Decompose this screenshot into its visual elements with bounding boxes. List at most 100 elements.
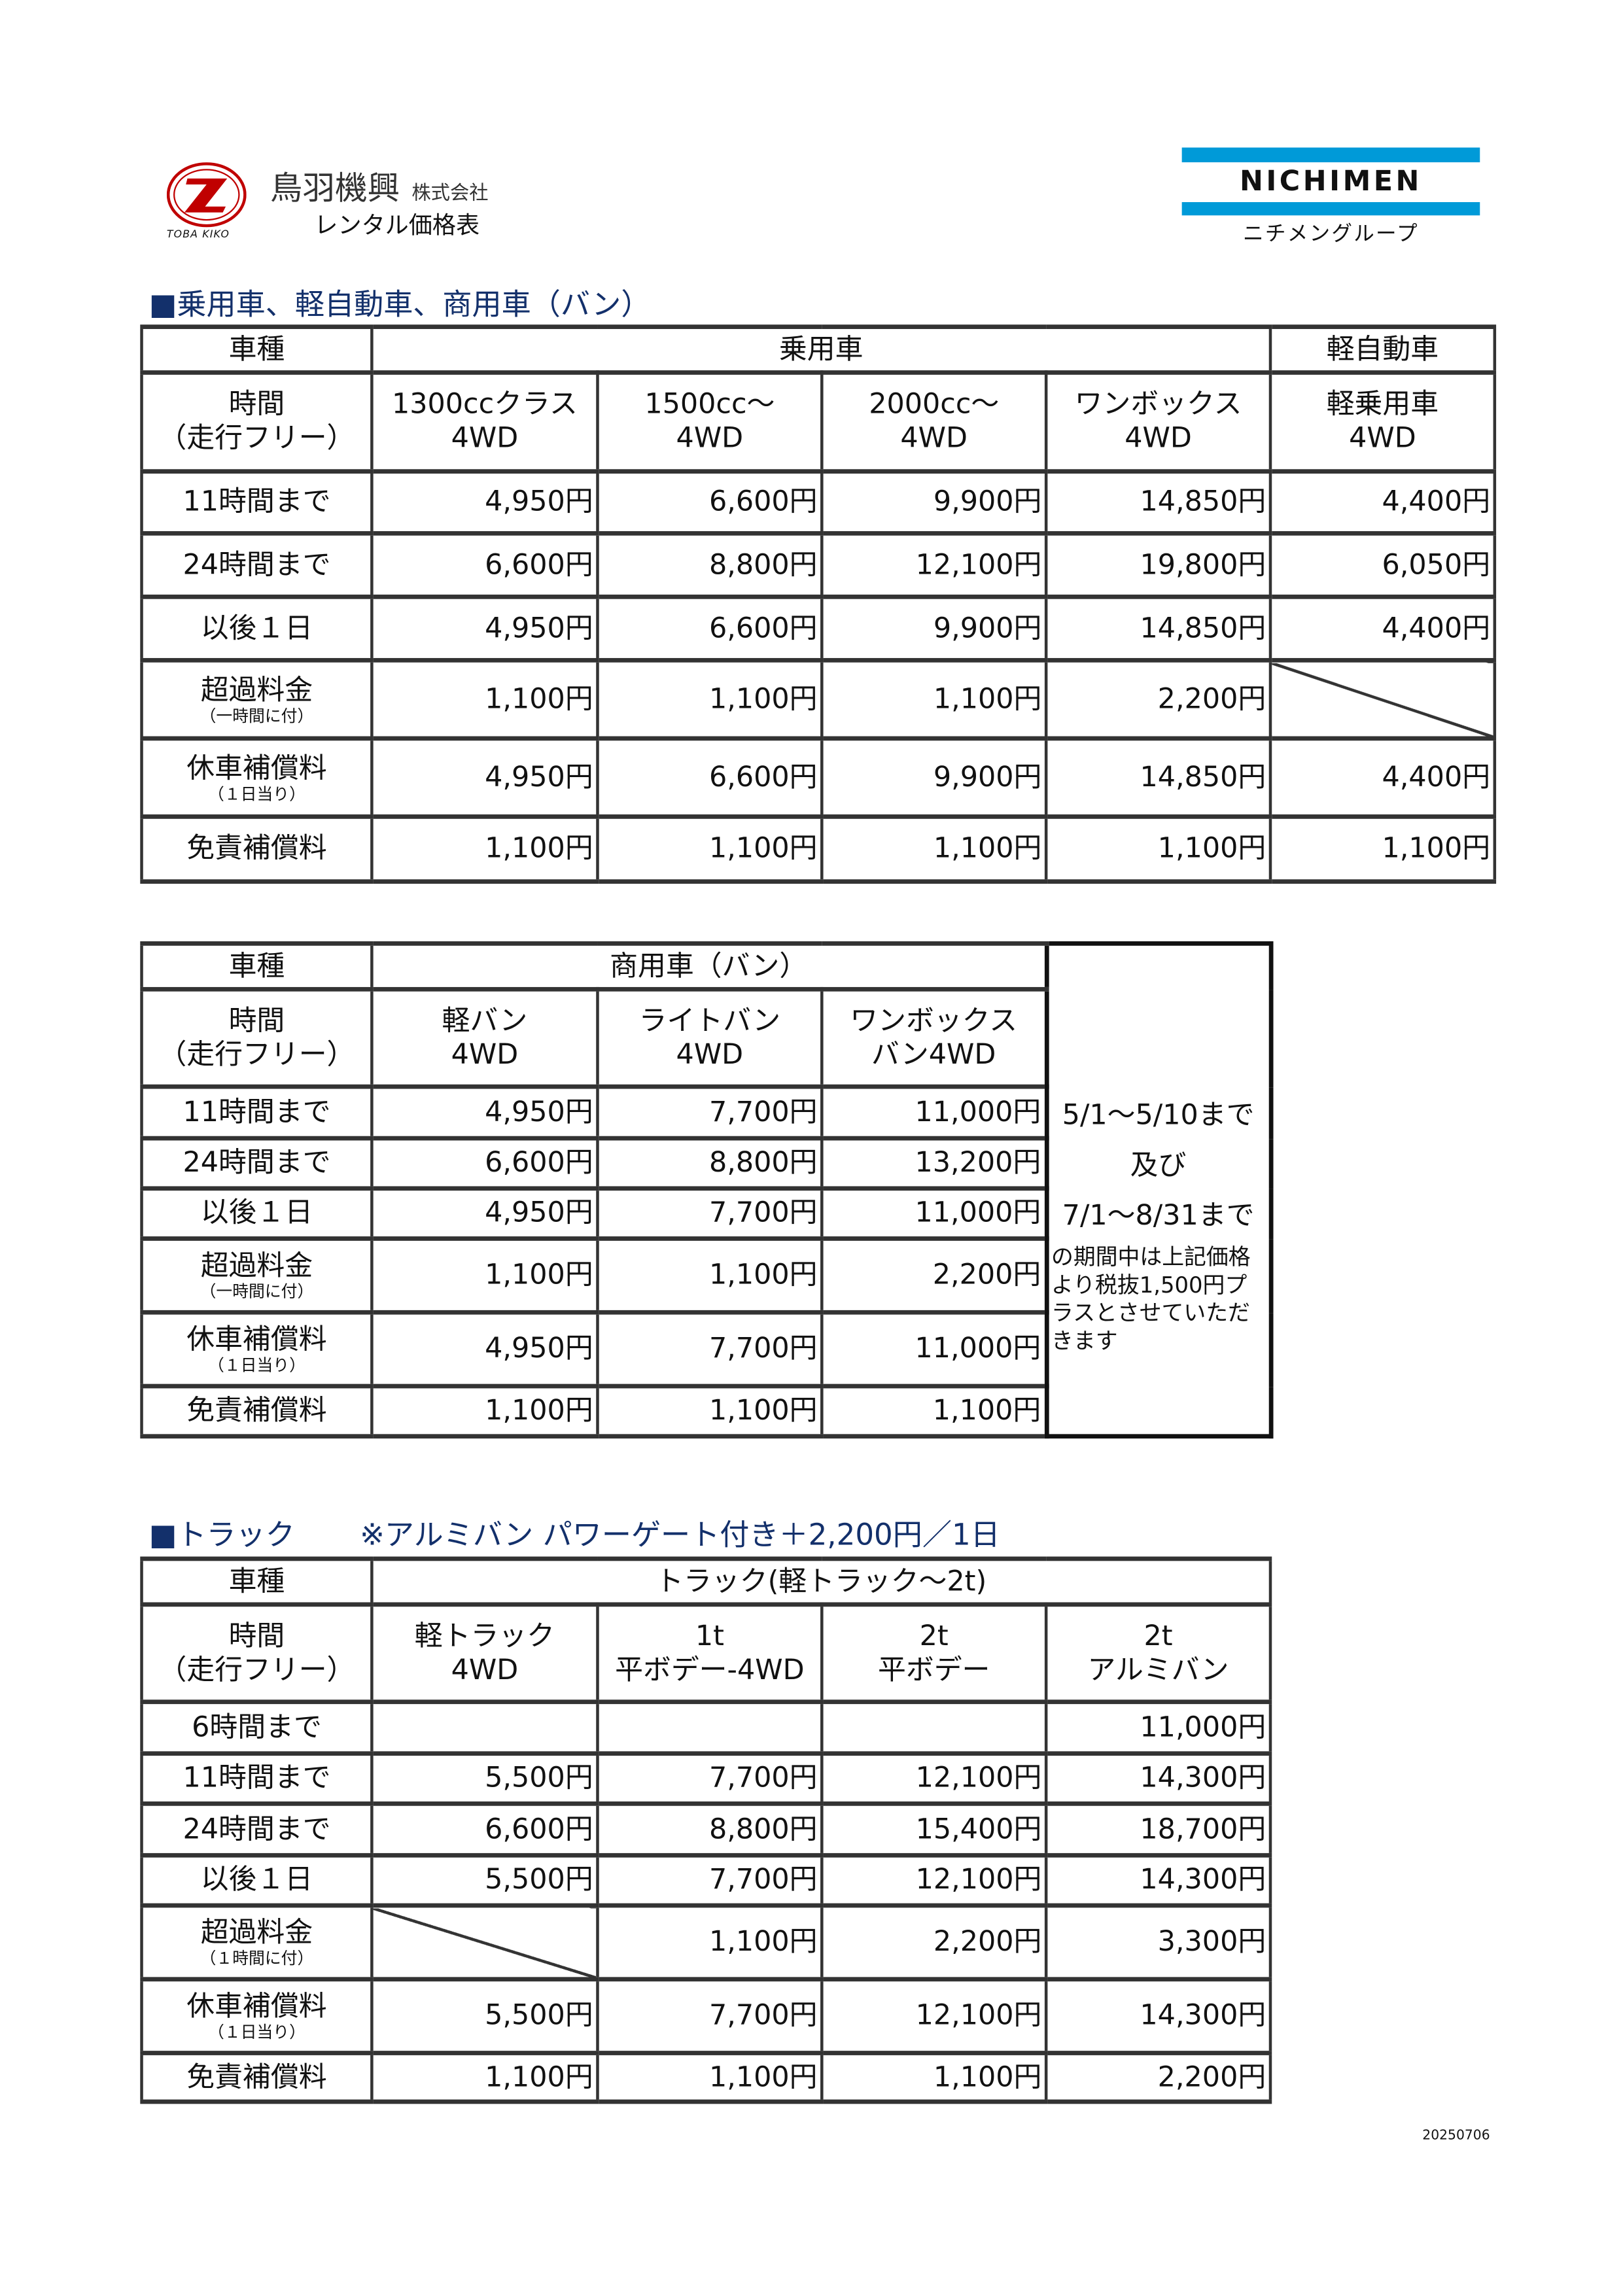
partner-name: NICHIMEN: [1239, 165, 1422, 198]
table-row: 以後１日 4,950円 7,700円 11,000円: [140, 1186, 1270, 1241]
column-header-line: 1500cc～: [644, 388, 775, 421]
price-cell: 3,300円: [1044, 1903, 1272, 1982]
price-cell: 1,100円: [596, 814, 824, 884]
note-period-line: 7/1～8/31まで: [1062, 1199, 1255, 1232]
row-label-sub: （一時間に付）: [200, 706, 314, 725]
column-header-cell: 1t 平ボデー-4WD: [596, 1602, 824, 1705]
price-cell: [370, 1699, 599, 1756]
column-header-cell: 時間 （走行フリー）: [140, 1602, 374, 1705]
price-cell: 1,100円: [596, 1383, 824, 1439]
row-label: 11時間まで: [140, 1084, 374, 1141]
row-label: 超過料金 （１時間に付）: [140, 1903, 374, 1982]
price-cell: 1,100円: [370, 657, 599, 741]
column-header-line: ライトバン: [638, 1003, 781, 1037]
price-cell: 4,950円: [370, 469, 599, 536]
column-header-cell: ワンボックス 4WD: [1044, 370, 1272, 474]
row-label-sub: （１日当り）: [208, 1355, 305, 1376]
price-cell: 2,200円: [1044, 657, 1272, 741]
price-cell: 8,800円: [596, 1801, 824, 1858]
price-cell: 6,600円: [596, 736, 824, 819]
price-cell: 5,500円: [370, 1977, 599, 2055]
table-row: 11時間まで 4,950円 7,700円 11,000円: [140, 1084, 1270, 1141]
column-header-line: 2t: [1143, 1619, 1173, 1652]
row-label-text: 11時間まで: [183, 1095, 331, 1128]
price-cell: 12,100円: [820, 1751, 1048, 1806]
column-header-line: 4WD: [900, 422, 968, 455]
column-header-cell: 2000cc～ 4WD: [820, 370, 1048, 474]
column-header-line: 4WD: [676, 422, 744, 455]
price-cell: [596, 1699, 824, 1756]
group-header-cell: 軽自動車: [1268, 324, 1497, 375]
column-header-line: 1300ccクラス: [391, 388, 578, 421]
price-cell: 6,600円: [370, 1801, 599, 1858]
price-cell: 4,400円: [1268, 469, 1497, 536]
row-label: 超過料金 （一時間に付）: [140, 1236, 374, 1315]
row-label-text: 免責補償料: [186, 2060, 327, 2093]
price-cell: 7,700円: [596, 1186, 824, 1241]
column-header-line: 4WD: [1349, 422, 1416, 455]
price-cell: 5,500円: [370, 1751, 599, 1806]
price-cell: 2,200円: [820, 1903, 1048, 1982]
column-header-line: 4WD: [451, 422, 519, 455]
logo-bar-top: [1181, 147, 1480, 163]
price-cell: 9,900円: [820, 736, 1048, 819]
table-row: 免責補償料 1,100円 1,100円 1,100円: [140, 1383, 1270, 1439]
price-cell: 1,100円: [820, 1383, 1048, 1439]
price-cell: 1,100円: [596, 2051, 824, 2104]
price-cell: 7,700円: [596, 1852, 824, 1908]
column-header-line: 軽乗用車: [1326, 388, 1439, 421]
price-cell: 6,600円: [596, 469, 824, 536]
price-cell: 1,100円: [370, 1383, 599, 1439]
row-label: 免責補償料: [140, 1383, 374, 1439]
price-cell: 2,200円: [1044, 2051, 1272, 2104]
row-label-text: 休車補償料: [186, 1990, 327, 2023]
column-header-line: 1t: [695, 1619, 724, 1652]
row-label-text: 11時間まで: [183, 1762, 331, 1794]
row-label: 以後１日: [140, 1852, 374, 1908]
column-header-line: 時間: [228, 1003, 285, 1037]
column-header-cell: ライトバン 4WD: [596, 986, 824, 1089]
column-header-line: 2t: [919, 1619, 949, 1652]
nichimen-logo: NICHIMEN ニチメングループ: [1181, 147, 1480, 248]
column-header-line: （走行フリー）: [158, 1037, 355, 1071]
row-label: 24時間まで: [140, 531, 374, 599]
price-cell: 8,800円: [596, 1136, 824, 1191]
row-label-text: 24時間まで: [183, 1146, 331, 1179]
row-label-text: 以後１日: [200, 1863, 313, 1896]
price-cell: 11,000円: [1044, 1699, 1272, 1756]
column-header-cell: 1500cc～ 4WD: [596, 370, 824, 474]
price-cell: 1,100円: [1268, 814, 1497, 884]
price-cell: 12,100円: [820, 1977, 1048, 2055]
partner-group: ニチメングループ: [1243, 222, 1419, 247]
column-header-line: 時間: [228, 1619, 285, 1652]
price-cell: 4,950円: [370, 1084, 599, 1141]
row-label: 以後１日: [140, 594, 374, 663]
row-label: 24時間まで: [140, 1801, 374, 1858]
price-cell: 7,700円: [596, 1310, 824, 1389]
column-header-cell: ワンボックス バン4WD: [820, 986, 1048, 1089]
price-cell: 19,800円: [1044, 531, 1272, 599]
group-header-cell: トラック(軽トラック～2t): [370, 1556, 1272, 1607]
price-cell: 4,400円: [1268, 736, 1497, 819]
price-cell: 11,000円: [820, 1186, 1048, 1241]
column-header-line: バン4WD: [871, 1037, 996, 1071]
row-label-text: 超過料金: [200, 1916, 313, 1949]
row-label: 免責補償料: [140, 814, 374, 884]
section-title-cars: ■乗用車、軽自動車、商用車（バン）: [148, 286, 651, 322]
row-label-text: 免責補償料: [186, 832, 327, 865]
price-cell: 4,950円: [370, 1310, 599, 1389]
group-header-cell: 商用車（バン）: [370, 941, 1048, 992]
column-header-cell: 時間 （走行フリー）: [140, 986, 374, 1089]
price-cell: 1,100円: [596, 1903, 824, 1982]
row-label-text: 休車補償料: [186, 1323, 327, 1356]
column-header-cell: 軽トラック 4WD: [370, 1602, 599, 1705]
price-cell: 2,200円: [820, 1236, 1048, 1315]
column-header-line: （走行フリー）: [158, 1653, 355, 1686]
table-row: 休車補償料 （１日当り） 4,950円 7,700円 11,000円: [140, 1310, 1270, 1389]
table-row: 休車補償料 （１日当り） 4,950円 6,600円 9,900円 14,850円 4,40…: [140, 736, 1497, 819]
row-label-text: 免責補償料: [186, 1394, 327, 1427]
not-applicable-cell: [1268, 657, 1497, 741]
price-table-vans: 車種 商用車（バン） 5/1～5/10まで 及び 7/1～8/31まで の期間中は上記価格…: [140, 941, 1273, 1439]
price-cell: 1,100円: [596, 657, 824, 741]
table-row: 免責補償料 1,100円 1,100円 1,100円 1,100円 1,100円: [140, 814, 1497, 884]
